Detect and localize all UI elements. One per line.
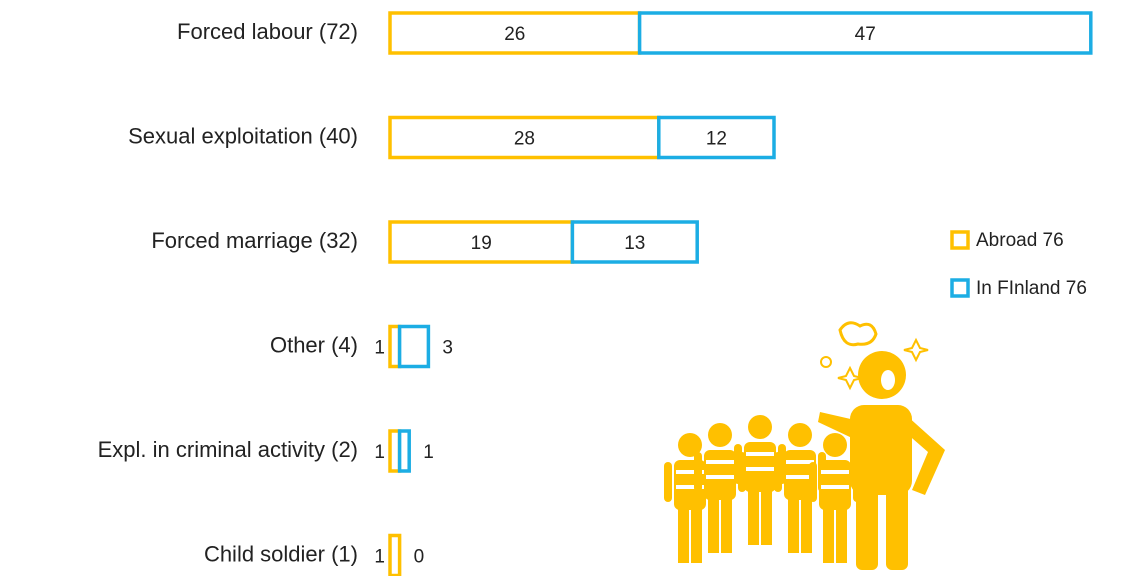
value-label: 0: [414, 547, 425, 568]
legend-label: Abroad 76: [976, 230, 1064, 251]
category-label: Child soldier (1): [204, 541, 358, 566]
bar-segment: [388, 11, 642, 55]
value-label: 12: [706, 129, 727, 150]
category-label: Forced labour (72): [177, 19, 358, 44]
legend-swatch: [950, 278, 970, 298]
value-label: 3: [442, 338, 453, 359]
bar-segment: [388, 533, 402, 576]
illustration: [664, 321, 945, 570]
value-label: 1: [374, 547, 385, 568]
value-label: 1: [374, 338, 385, 359]
bar-segment: [397, 429, 411, 473]
bar-segment: [388, 220, 575, 264]
value-label: 19: [471, 233, 492, 254]
value-label: 26: [504, 24, 525, 45]
legend-label: In FInland 76: [976, 278, 1087, 299]
bar-segment: [570, 220, 699, 264]
value-label: 1: [374, 442, 385, 463]
value-label: 28: [514, 129, 535, 150]
value-label: 47: [855, 24, 876, 45]
bar-segment: [637, 11, 1093, 55]
value-label: 1: [423, 442, 434, 463]
bar-segment: [657, 115, 776, 160]
category-label: Forced marriage (32): [151, 228, 358, 253]
category-label: Sexual exploitation (40): [128, 123, 358, 148]
bar-segment: [397, 324, 431, 369]
category-label: Expl. in criminal activity (2): [98, 437, 358, 462]
legend-swatch: [950, 230, 970, 250]
category-label: Other (4): [270, 332, 358, 357]
value-label: 13: [624, 233, 645, 254]
